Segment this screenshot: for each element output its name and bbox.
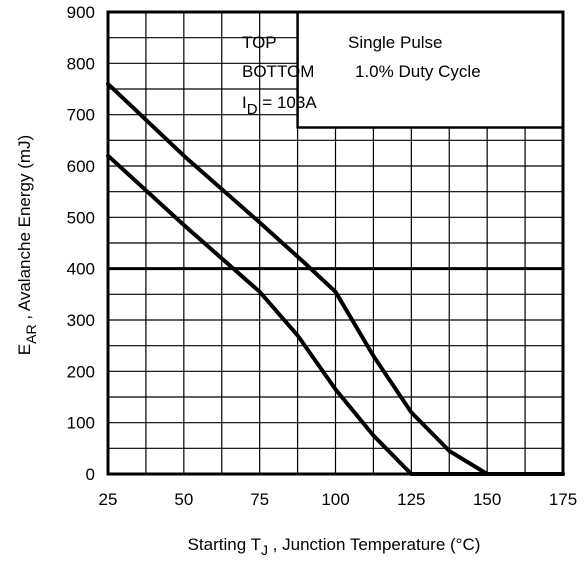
x-tick-label: 125	[397, 490, 425, 509]
y-tick-label: 600	[67, 157, 95, 176]
y-tick-labels: 0 100 200 300 400 500 600 700 800 900	[67, 3, 95, 484]
x-axis-label-sub: J	[261, 542, 268, 558]
y-tick-label: 400	[67, 260, 95, 279]
y-tick-label: 100	[67, 414, 95, 433]
x-tick-label: 75	[250, 490, 269, 509]
x-tick-label: 100	[321, 490, 349, 509]
plot-frame	[106, 10, 565, 476]
legend-current-sub: D	[247, 101, 258, 118]
legend-current-prefix: I	[242, 93, 247, 112]
legend-bottom-value: 1.0% Duty Cycle	[355, 62, 481, 81]
legend-current-suffix: = 103A	[258, 93, 318, 112]
y-axis-label-suffix: , Avalanche Energy (mJ)	[15, 135, 34, 325]
y-tick-label: 200	[67, 362, 95, 381]
y-axis-label-sub: AR	[23, 324, 39, 343]
x-axis-label: Starting TJ , Junction Temperature (°C)	[188, 535, 481, 558]
y-tick-label: 700	[67, 106, 95, 125]
y-axis-label-prefix: E	[15, 344, 34, 355]
legend-box	[296, 10, 565, 129]
y-axis-label: EAR , Avalanche Energy (mJ)	[15, 135, 39, 355]
y-tick-label: 900	[67, 3, 95, 22]
legend-bottom-key: BOTTOM	[242, 62, 314, 81]
x-tick-labels: 25 50 75 100 125 150 175	[99, 490, 578, 509]
x-axis-label-suffix: , Junction Temperature (°C)	[268, 535, 480, 554]
x-axis-label-prefix: Starting T	[188, 535, 261, 554]
x-tick-label: 175	[549, 490, 577, 509]
x-tick-label: 25	[99, 490, 118, 509]
x-tick-label: 50	[174, 490, 193, 509]
legend-current: ID = 103A	[242, 93, 317, 118]
y-tick-label: 0	[86, 465, 95, 484]
legend-top-key: TOP	[242, 33, 277, 52]
y-tick-label: 300	[67, 311, 95, 330]
y-tick-label: 800	[67, 54, 95, 73]
x-tick-label: 150	[473, 490, 501, 509]
y-tick-label: 500	[67, 208, 95, 227]
legend-top-value: Single Pulse	[348, 33, 443, 52]
legend: TOP Single Pulse BOTTOM 1.0% Duty Cycle …	[242, 10, 565, 129]
